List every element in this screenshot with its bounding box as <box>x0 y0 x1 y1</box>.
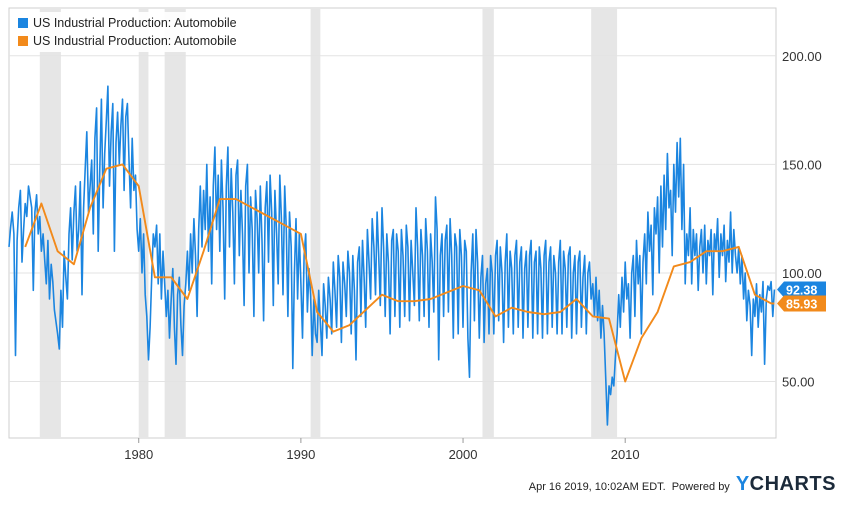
footer-timestamp: Apr 16 2019, 10:02AM EDT. <box>528 481 666 493</box>
x-tick-label-1990: 1990 <box>286 447 315 462</box>
end-value-badge-2 <box>777 295 826 312</box>
legend-label-2: US Industrial Production: Automobile <box>33 34 237 48</box>
legend: US Industrial Production: Automobile US … <box>14 12 241 52</box>
x-tick-label-2000: 2000 <box>449 447 478 462</box>
y-tick-label-100: 100.00 <box>782 266 822 281</box>
ycharts-logo-y: Y <box>735 473 750 495</box>
x-tick-label-1980: 1980 <box>124 447 153 462</box>
recession-band-6 <box>591 8 618 438</box>
recession-band-1 <box>39 8 61 438</box>
legend-swatch-orange <box>18 36 28 46</box>
ycharts-logo[interactable]: YCHARTS <box>736 473 836 496</box>
footer-powered-by: Powered by <box>671 481 730 493</box>
x-tick-label-2010: 2010 <box>611 447 640 462</box>
footer: Apr 16 2019, 10:02AM EDT. Powered by YCH… <box>529 473 836 496</box>
ycharts-logo-rest: CHARTS <box>749 473 836 495</box>
end-value-label-1: 92.38 <box>786 283 817 297</box>
y-tick-label-50: 50.00 <box>782 375 815 390</box>
series-line-1 <box>8 85 776 426</box>
legend-swatch-blue <box>18 18 28 28</box>
end-value-badge-1 <box>777 281 826 298</box>
recession-band-2 <box>138 8 149 438</box>
legend-label-1: US Industrial Production: Automobile <box>33 16 237 30</box>
recession-band-4 <box>310 8 321 438</box>
y-tick-label-150: 150.00 <box>782 157 822 172</box>
series-line-2 <box>24 163 775 383</box>
recession-band-3 <box>164 8 186 438</box>
legend-item-2: US Industrial Production: Automobile <box>18 32 237 50</box>
legend-item-1: US Industrial Production: Automobile <box>18 14 237 32</box>
y-tick-label-200: 200.00 <box>782 49 822 64</box>
recession-band-5 <box>482 8 494 438</box>
end-value-label-2: 85.93 <box>786 298 817 312</box>
